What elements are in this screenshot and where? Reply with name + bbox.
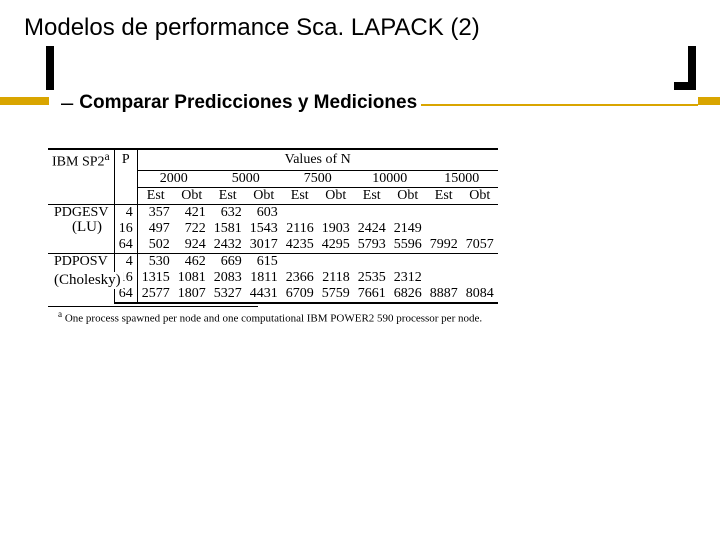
table-cell [282,254,318,271]
table-cell [462,270,498,286]
decoration-left-bar [46,46,54,90]
table-cell: 1543 [246,221,282,237]
table-cell [426,254,462,271]
table-cell: 1081 [174,270,210,286]
table-cell [426,205,462,222]
table-cell [426,270,462,286]
table-col-n: 15000 [426,171,498,188]
decoration-left-accent [0,97,49,105]
table-cell [390,205,426,222]
slide: Modelos de performance Sca. LAPACK (2) –… [0,0,720,540]
table-p-value: 4 [114,254,137,271]
table-cell [318,254,354,271]
footnote-rule [48,306,258,307]
table-cell [462,221,498,237]
table-cell: 2432 [210,237,246,254]
table-cell: 462 [174,254,210,271]
table-subcol-obt: Obt [318,188,354,205]
table-subcol-obt: Obt [462,188,498,205]
table-cell: 8084 [462,286,498,303]
table-col-n: 5000 [210,171,282,188]
table-cell: 924 [174,237,210,254]
table-cell [318,205,354,222]
decoration-right-foot [674,82,696,90]
table-cell [354,254,390,271]
table-cell: 2083 [210,270,246,286]
table-cell [354,205,390,222]
table-cell: 357 [137,205,174,222]
table-cell: 5596 [390,237,426,254]
footnote-marker: a [58,309,62,319]
table-subcol-obt: Obt [174,188,210,205]
table-cell: 4295 [318,237,354,254]
table-cell: 2116 [282,221,318,237]
table-cell: 1811 [246,270,282,286]
subtitle-row: – Comparar Predicciones y Mediciones [49,90,698,116]
table-cell: 615 [246,254,282,271]
table-cell [282,205,318,222]
table-cell: 2577 [137,286,174,303]
table-cell: 2424 [354,221,390,237]
table-cell: 4235 [282,237,318,254]
footnote-text: One process spawned per node and one com… [65,313,482,325]
table-values-caption: Values of N [137,149,498,171]
table-p-value: 16 [114,221,137,237]
table-cell: 5327 [210,286,246,303]
table-corner: IBM SP2a [48,149,114,171]
table-col-n: 7500 [282,171,354,188]
bullet-dash: – [61,90,73,116]
table-cell [462,205,498,222]
table-cell: 4431 [246,286,282,303]
overlay-cholesky-label: (Cholesky) [52,272,123,289]
overlay-lu-label: (LU) [70,219,104,236]
table-cell [426,221,462,237]
table-cell: 7057 [462,237,498,254]
table-p-header: P [114,149,137,171]
table-cell: 2118 [318,270,354,286]
table-cell: 1315 [137,270,174,286]
table-cell: 2312 [390,270,426,286]
table-cell: 2366 [282,270,318,286]
subtitle-underline [421,104,698,106]
table-subcol-obt: Obt [390,188,426,205]
table-subcol-est: Est [282,188,318,205]
data-table-wrap: IBM SP2aPValues of N20005000750010000150… [48,148,672,325]
page-title: Modelos de performance Sca. LAPACK (2) [24,14,696,42]
table-cell: 502 [137,237,174,254]
table-cell: 497 [137,221,174,237]
table-subcol-obt: Obt [246,188,282,205]
table-subcol-est: Est [426,188,462,205]
table-subcol-est: Est [354,188,390,205]
table-cell: 6826 [390,286,426,303]
table-cell: 7992 [426,237,462,254]
table-cell [462,254,498,271]
table-cell: 669 [210,254,246,271]
table-subcol-est: Est [210,188,246,205]
table-cell: 1807 [174,286,210,303]
table-col-n: 2000 [137,171,210,188]
table-cell: 8887 [426,286,462,303]
table-cell: 421 [174,205,210,222]
table-cell: 7661 [354,286,390,303]
table-p-value: 64 [114,237,137,254]
table-col-n: 10000 [354,171,426,188]
table-p-value: 4 [114,205,137,222]
table-cell: 603 [246,205,282,222]
table-cell: 1903 [318,221,354,237]
table-cell: 530 [137,254,174,271]
table-cell: 5759 [318,286,354,303]
table-subcol-est: Est [137,188,174,205]
decoration-right-accent [698,97,720,105]
table-cell: 5793 [354,237,390,254]
table-cell: 2149 [390,221,426,237]
table-cell: 1581 [210,221,246,237]
table-cell: 632 [210,205,246,222]
table-cell: 722 [174,221,210,237]
table-cell: 3017 [246,237,282,254]
table-cell: 2535 [354,270,390,286]
table-cell [390,254,426,271]
footnote: a One process spawned per node and one c… [48,309,672,325]
table-cell: 6709 [282,286,318,303]
subtitle: Comparar Predicciones y Mediciones [79,92,417,114]
